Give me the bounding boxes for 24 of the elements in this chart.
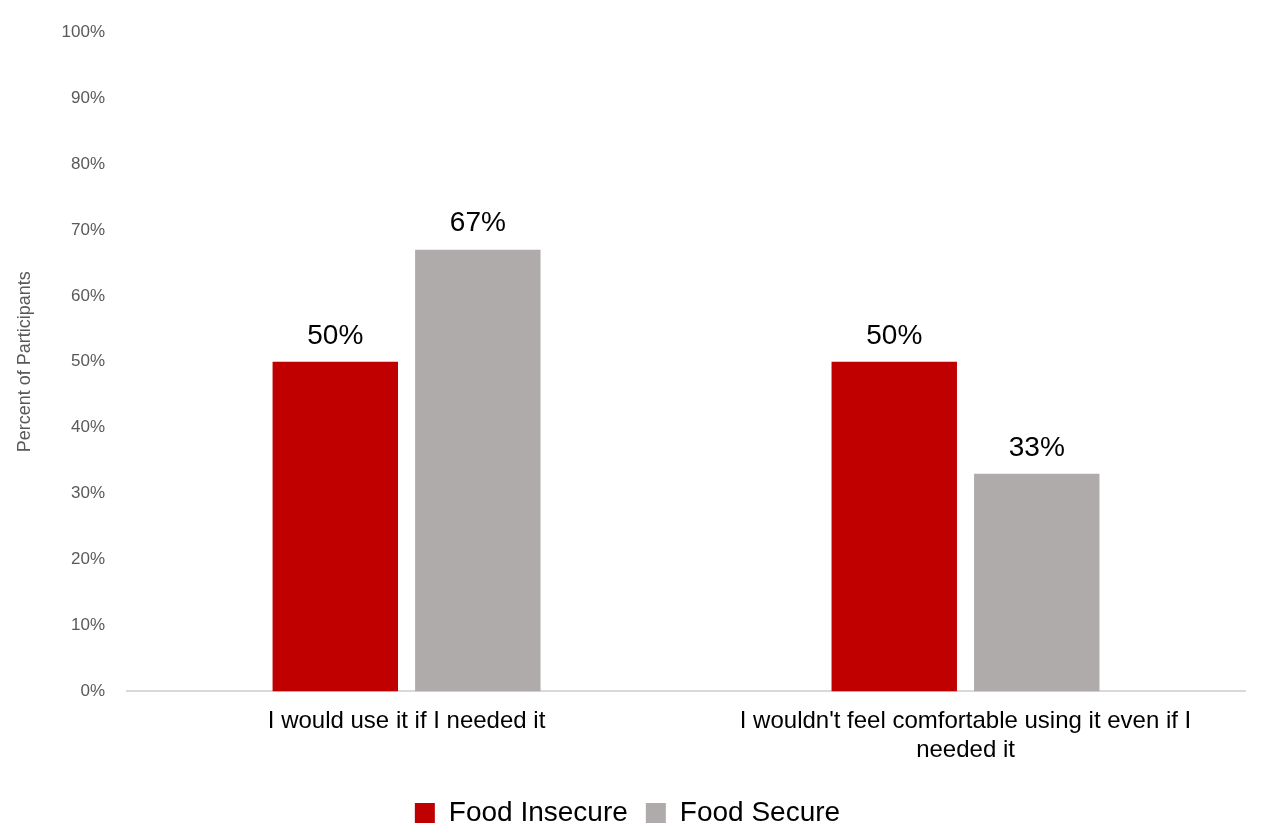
y-tick-label: 10% bbox=[71, 615, 106, 635]
y-tick-label: 100% bbox=[61, 21, 106, 41]
bar bbox=[974, 473, 1100, 692]
bar bbox=[831, 361, 957, 692]
y-tick-label: 50% bbox=[71, 351, 106, 371]
data-label: 67% bbox=[449, 206, 506, 238]
y-tick-label: 40% bbox=[71, 417, 106, 437]
y-tick-label: 90% bbox=[71, 87, 106, 107]
data-label: 50% bbox=[866, 318, 923, 350]
x-tick-label: I would use it if I needed it bbox=[267, 706, 546, 734]
y-tick-label: 30% bbox=[71, 483, 106, 503]
y-axis-title: Percent of Participants bbox=[13, 271, 34, 453]
legend-label: Food Secure bbox=[679, 795, 841, 827]
bar bbox=[415, 249, 541, 692]
y-tick-label: 60% bbox=[71, 285, 106, 305]
y-tick-label: 20% bbox=[71, 549, 106, 569]
bar bbox=[272, 361, 399, 692]
y-tick-label: 0% bbox=[80, 681, 106, 701]
legend-label: Food Insecure bbox=[448, 795, 628, 827]
y-tick-label: 80% bbox=[71, 153, 106, 173]
y-tick-label: 70% bbox=[71, 219, 106, 239]
data-label: 33% bbox=[1008, 430, 1065, 462]
x-tick-label: I wouldn't feel comfortable using it even if I needed it bbox=[739, 706, 1192, 763]
data-label: 50% bbox=[307, 318, 364, 350]
